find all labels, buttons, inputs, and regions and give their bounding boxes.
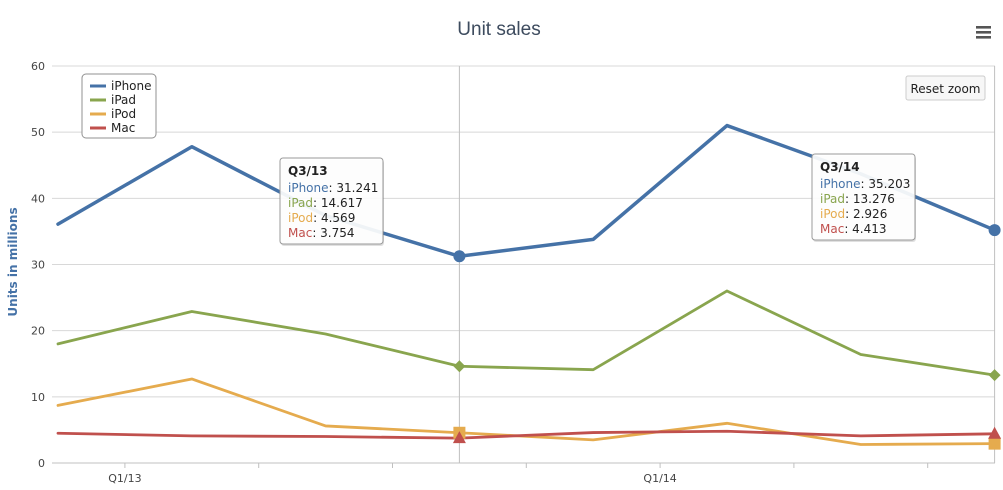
mac-point-marker[interactable] bbox=[988, 426, 1002, 439]
tooltip-line: iPhone: 35.203 bbox=[820, 177, 910, 191]
iphone-point-marker[interactable] bbox=[453, 250, 466, 263]
crosshairs bbox=[458, 66, 996, 463]
tooltip-separator: : bbox=[312, 226, 320, 240]
mac-series-line bbox=[56, 429, 996, 440]
tooltip-line: iPhone: 31.241 bbox=[288, 181, 378, 195]
y-tick-label: 20 bbox=[31, 325, 45, 338]
tooltip-series-name: iPod bbox=[288, 211, 313, 225]
y-tick-label: 60 bbox=[31, 60, 45, 73]
tooltip-title: Q3/13 bbox=[288, 164, 328, 178]
tooltip-separator: : bbox=[313, 196, 321, 210]
ipod-point-marker[interactable] bbox=[988, 437, 1001, 450]
tooltip-separator: : bbox=[845, 207, 853, 221]
reset-zoom-button[interactable]: Reset zoom bbox=[905, 75, 986, 101]
tooltip-separator: : bbox=[329, 181, 337, 195]
ipad-point-marker[interactable] bbox=[988, 369, 1001, 382]
x-tick-label: Q1/13 bbox=[108, 472, 141, 485]
tooltip-line: iPod: 2.926 bbox=[820, 207, 887, 221]
ipad-series-line bbox=[56, 289, 996, 377]
tooltip-line: Mac: 4.413 bbox=[820, 222, 887, 236]
y-tick-label: 50 bbox=[31, 126, 45, 139]
tooltip-line: Mac: 3.754 bbox=[288, 226, 355, 240]
iphone-point-marker[interactable] bbox=[988, 224, 1001, 237]
tooltip-line: iPod: 4.569 bbox=[288, 211, 355, 225]
x-axis: Q1/13 Q1/14 bbox=[108, 463, 929, 485]
tooltip-value: 14.617 bbox=[321, 196, 363, 210]
tooltip-value: 31.241 bbox=[336, 181, 378, 195]
tooltip-separator: : bbox=[845, 192, 853, 206]
legend-box bbox=[81, 73, 157, 139]
reset-zoom-label: Reset zoom bbox=[910, 82, 980, 96]
tooltip-value: 3.754 bbox=[320, 226, 354, 240]
legend-item-ipod[interactable]: iPod bbox=[90, 107, 136, 121]
tooltip-separator: : bbox=[861, 177, 869, 191]
y-axis-title: Units in millions bbox=[6, 207, 20, 316]
y-tick-label: 10 bbox=[31, 391, 45, 404]
legend-label: iPod bbox=[111, 107, 136, 121]
ipad-point-marker[interactable] bbox=[453, 360, 466, 373]
y-tick-label: 40 bbox=[31, 192, 45, 205]
legend-item-iphone[interactable]: iPhone bbox=[90, 79, 152, 93]
tooltip-value: 2.926 bbox=[853, 207, 887, 221]
x-tick-label: Q1/14 bbox=[643, 472, 676, 485]
legend-item-mac[interactable]: Mac bbox=[90, 121, 135, 135]
tooltip-series-name: iPad bbox=[288, 196, 313, 210]
chart-title: Unit sales bbox=[457, 19, 540, 40]
tooltip-value: 35.203 bbox=[868, 177, 910, 191]
tooltip-series-name: iPod bbox=[820, 207, 845, 221]
hamburger-menu-icon[interactable] bbox=[972, 22, 994, 44]
tooltip-box bbox=[811, 153, 916, 241]
tooltip-series-name: iPhone bbox=[820, 177, 861, 191]
legend-item-ipad[interactable]: iPad bbox=[90, 93, 136, 107]
tooltip-series-name: iPad bbox=[820, 192, 845, 206]
tooltip-title: Q3/14 bbox=[820, 160, 860, 174]
legend-label: Mac bbox=[111, 121, 135, 135]
tooltip-separator: : bbox=[844, 222, 852, 236]
y-tick-label: 0 bbox=[38, 457, 45, 470]
legend-label: iPhone bbox=[111, 79, 152, 93]
tooltip-line: iPad: 14.617 bbox=[288, 196, 363, 210]
tooltip-separator: : bbox=[313, 211, 321, 225]
tooltip-value: 13.276 bbox=[853, 192, 895, 206]
tooltip-value: 4.569 bbox=[321, 211, 355, 225]
y-tick-label: 30 bbox=[31, 259, 45, 272]
legend-label: iPad bbox=[111, 93, 136, 107]
y-axis: 0 10 20 30 40 50 60 bbox=[31, 60, 45, 470]
tooltip-line: iPad: 13.276 bbox=[820, 192, 895, 206]
tooltip-series-name: Mac bbox=[288, 226, 312, 240]
mac-point-marker[interactable] bbox=[452, 431, 466, 444]
tooltip-series-name: iPhone bbox=[288, 181, 329, 195]
tooltip-box bbox=[279, 157, 384, 245]
gridlines bbox=[52, 65, 995, 464]
tooltip-series-name: Mac bbox=[820, 222, 844, 236]
tooltip-value: 4.413 bbox=[852, 222, 886, 236]
